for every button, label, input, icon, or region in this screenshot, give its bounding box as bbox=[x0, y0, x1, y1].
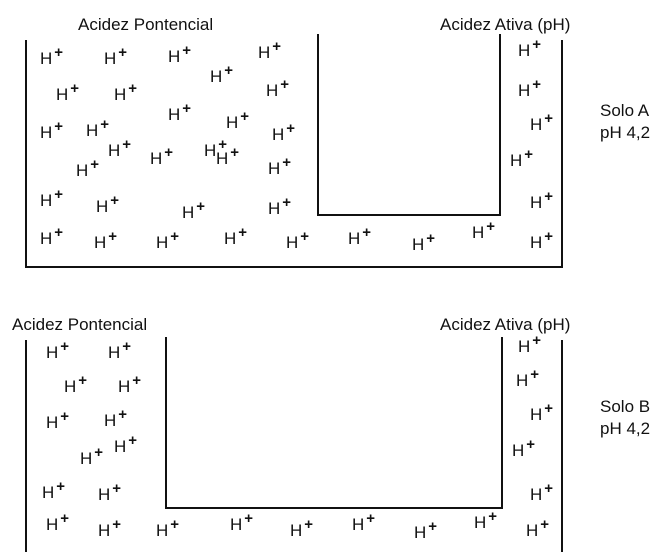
panel-b-hydrogen-ion: H + bbox=[80, 444, 103, 468]
panel-a-hydrogen-ion: H + bbox=[348, 224, 371, 248]
panel-a-hydrogen-ion: H + bbox=[272, 120, 295, 144]
panel-b-hydrogen-ion: H + bbox=[414, 518, 437, 542]
panel-b-hydrogen-ion: H + bbox=[46, 408, 69, 432]
panel-a-potential-acidity-label: Acidez Pontencial bbox=[78, 15, 213, 34]
panel-a-hydrogen-ion: H + bbox=[94, 228, 117, 252]
panel-a-hydrogen-ion: H + bbox=[518, 36, 541, 60]
panel-b-hydrogen-ion: H + bbox=[46, 338, 69, 362]
panel-a-hydrogen-ion: H + bbox=[530, 228, 553, 252]
panel-a: Acidez Pontencial Acidez Ativa (pH) Solo… bbox=[25, 15, 650, 268]
panel-a-hydrogen-ion: H + bbox=[182, 198, 205, 222]
panel-b-hydrogen-ion: H + bbox=[230, 510, 253, 534]
panel-b-hydrogen-ion: H + bbox=[98, 480, 121, 504]
panel-b-hydrogen-ion: H + bbox=[290, 516, 313, 540]
panel-a-hydrogen-ion: H + bbox=[518, 76, 541, 100]
panel-b-hydrogen-ion: H + bbox=[530, 480, 553, 504]
panel-b-hydrogen-ion: H + bbox=[98, 516, 121, 540]
panel-a-hydrogen-ion: H + bbox=[530, 110, 553, 134]
panel-a-hydrogen-ion: H + bbox=[96, 192, 119, 216]
panel-a-hydrogen-ion: H + bbox=[226, 108, 249, 132]
panel-a-ph-label: pH 4,2 bbox=[600, 123, 650, 142]
panel-b-hydrogen-ion: H + bbox=[108, 338, 131, 362]
panel-a-hydrogen-ion: H + bbox=[56, 80, 79, 104]
panel-a-hydrogen-ion: H + bbox=[40, 118, 63, 142]
panel-b-hydrogen-ion: H + bbox=[530, 400, 553, 424]
panel-a-soil-label: Solo A bbox=[600, 101, 650, 120]
panel-b-hydrogen-ion: H + bbox=[118, 372, 141, 396]
panel-b-hydrogen-ion: H + bbox=[512, 436, 535, 460]
panel-b-hydrogen-ion: H + bbox=[526, 516, 549, 540]
panel-a-hydrogen-ion: H + bbox=[114, 80, 137, 104]
panel-b-hydrogen-ion: H + bbox=[46, 510, 69, 534]
panel-b-soil-label: Solo B bbox=[600, 397, 650, 416]
panel-a-hydrogen-ion: H + bbox=[510, 146, 533, 170]
panel-a-hydrogen-ion: H + bbox=[268, 154, 291, 178]
panel-a-hydrogen-ion: H + bbox=[40, 44, 63, 68]
panel-b-container-outline bbox=[25, 340, 563, 552]
panel-a-hydrogen-ion: H + bbox=[76, 156, 99, 180]
panel-a-hydrogen-ion: H + bbox=[168, 100, 191, 124]
panel-b-hydrogen-ion: H + bbox=[156, 516, 179, 540]
panel-b-hydrogen-ion: H + bbox=[352, 510, 375, 534]
panel-a-hydrogen-ion: H + bbox=[530, 188, 553, 212]
panel-a-hydrogen-ion: H + bbox=[224, 224, 247, 248]
panel-a-hydrogen-ion: H + bbox=[266, 76, 289, 100]
panel-b-hydrogen-ion: H + bbox=[64, 372, 87, 396]
panel-b-active-acidity-label: Acidez Ativa (pH) bbox=[440, 315, 570, 334]
panel-b-hydrogen-ion: H + bbox=[104, 406, 127, 430]
panel-a-hydrogen-ion: H + bbox=[150, 144, 173, 168]
panel-a-hydrogen-ion: H + bbox=[472, 218, 495, 242]
panel-a-inner-partition bbox=[317, 34, 501, 216]
panel-a-hydrogen-ion: H + bbox=[108, 136, 131, 160]
panel-a-hydrogen-ion: H + bbox=[268, 194, 291, 218]
panel-b-hydrogen-ion: H + bbox=[42, 478, 65, 502]
panel-b-hydrogen-ion: H + bbox=[518, 332, 541, 356]
panel-a-container-outline bbox=[25, 40, 563, 268]
panel-b-ph-label: pH 4,2 bbox=[600, 419, 650, 438]
panel-a-hydrogen-ion: H + bbox=[86, 116, 109, 140]
panel-b-hydrogen-ion: H + bbox=[516, 366, 539, 390]
panel-b-hydrogen-ion: H + bbox=[474, 508, 497, 532]
panel-a-hydrogen-ion: H + bbox=[168, 42, 191, 66]
panel-a-hydrogen-ion: H + bbox=[40, 224, 63, 248]
panel-a-hydrogen-ions: H + H + H + H + H + H + H + H + H + H + H + H + H + H + H + H + H + H + H + H +… bbox=[40, 36, 553, 254]
panel-a-active-acidity-label: Acidez Ativa (pH) bbox=[440, 15, 570, 34]
panel-b: Acidez Pontencial Acidez Ativa (pH) Solo… bbox=[12, 315, 650, 552]
panel-a-hydrogen-ion: H + bbox=[40, 186, 63, 210]
panel-a-hydrogen-ion: H + bbox=[258, 38, 281, 62]
panel-b-inner-partition bbox=[165, 337, 503, 509]
panel-a-hydrogen-ion: H + bbox=[412, 230, 435, 254]
panel-a-hydrogen-ion: H + bbox=[104, 44, 127, 68]
panel-a-hydrogen-ion: H + bbox=[286, 228, 309, 252]
panel-a-hydrogen-ion: H + bbox=[156, 228, 179, 252]
panel-b-hydrogen-ions: H + H + H +H + H + H +H + H + H +H + H +H +H + H + H +H +H + H + H +H +… bbox=[42, 332, 553, 542]
panel-b-potential-acidity-label: Acidez Pontencial bbox=[12, 315, 147, 334]
panel-a-hydrogen-ion: H + bbox=[210, 62, 233, 86]
panel-b-hydrogen-ion: H + bbox=[114, 432, 137, 456]
